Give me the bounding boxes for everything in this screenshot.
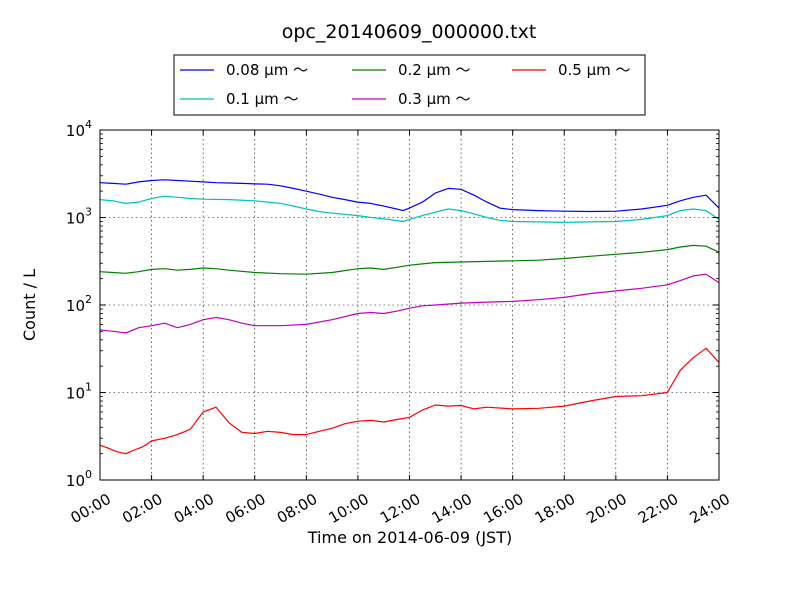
legend-box [173,54,646,116]
series-line [99,195,720,223]
x-tick-label: 20:00 [583,490,629,527]
chart-title: opc_20140609_000000.txt [282,21,537,43]
x-tick-label: 06:00 [222,490,268,527]
y-tick-label: 103 [66,206,92,228]
legend-label: 0.1 μm ～ [226,90,299,108]
legend-label: 0.5 μm ～ [558,61,631,79]
legend-label: 0.08 μm ～ [226,61,308,79]
y-tick-label: 101 [66,381,92,403]
x-tick-label: 10:00 [325,490,371,527]
x-tick-label: 24:00 [687,490,733,527]
x-tick-label: 04:00 [171,490,217,527]
series-lines [99,179,720,455]
series-line [99,244,720,275]
x-tick-label: 22:00 [635,490,681,527]
y-axis-label: Count / L [20,269,39,341]
x-tick-label: 14:00 [429,490,475,527]
x-tick-label: 08:00 [274,490,320,527]
x-tick-label: 00:00 [68,490,114,527]
y-tick-label: 104 [66,118,92,140]
legend: 0.08 μm ～ 0.1 μm ～ 0.2 μm ～ 0.3 μm ～ 0.5 μm … [173,54,646,116]
series-line [99,347,720,455]
legend-label: 0.3 μm ～ [398,90,471,108]
y-tick-label: 102 [66,293,92,315]
x-tick-label: 16:00 [480,490,526,527]
grid [100,130,719,480]
x-axis-label: Time on 2014-06-09 (JST) [307,528,512,547]
x-tick-label: 02:00 [119,490,165,527]
legend-label: 0.2 μm ～ [398,61,471,79]
series-line [99,273,720,334]
y-tick-label: 100 [66,468,92,490]
series-line [99,179,720,213]
x-tick-label: 18:00 [532,490,578,527]
x-tick-label: 12:00 [377,490,423,527]
